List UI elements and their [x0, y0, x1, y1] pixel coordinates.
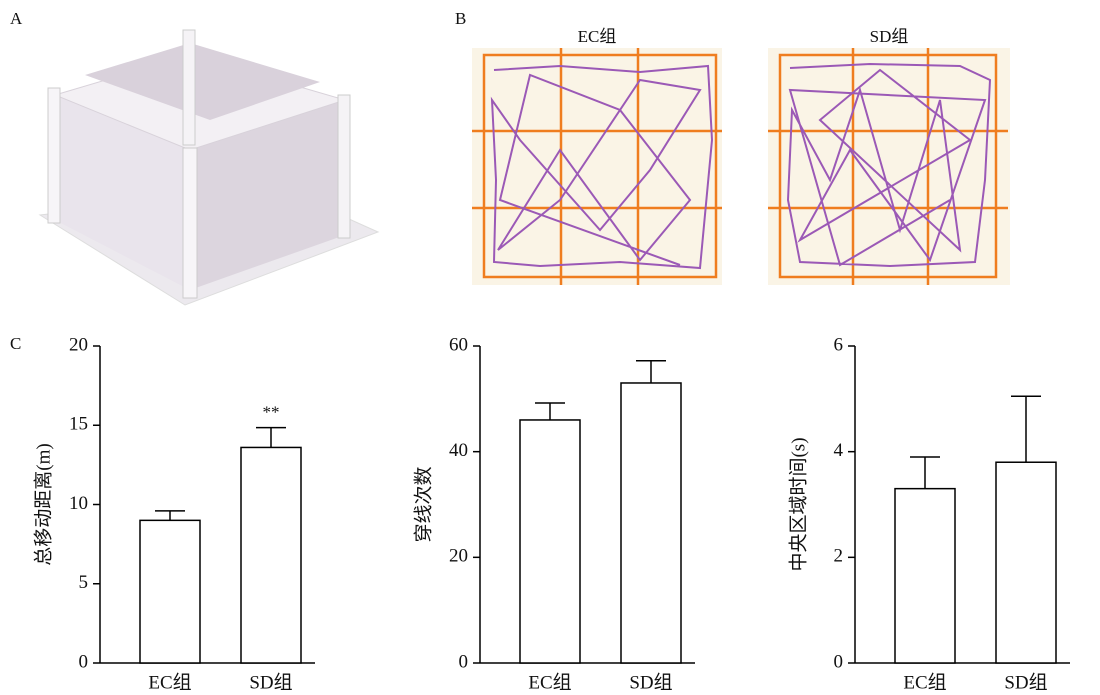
- box-photo: [40, 30, 378, 305]
- x-tick-label: SD组: [1004, 671, 1047, 693]
- y-axis-label: 穿线次数: [412, 466, 434, 542]
- track-title: SD组: [870, 27, 909, 46]
- x-tick-label: EC组: [528, 671, 571, 693]
- y-axis-label: 中央区域时间(s): [787, 437, 809, 571]
- y-tick-label: 0: [79, 651, 89, 672]
- bar: [241, 447, 301, 663]
- y-tick-label: 60: [449, 334, 468, 355]
- x-tick-label: SD组: [629, 671, 672, 693]
- y-tick-label: 0: [834, 651, 844, 672]
- panel-label: A: [10, 9, 23, 28]
- y-tick-label: 6: [834, 334, 844, 355]
- y-tick-label: 20: [449, 546, 468, 567]
- bar: [895, 489, 955, 663]
- y-tick-label: 40: [449, 440, 468, 461]
- y-tick-label: 10: [69, 493, 88, 514]
- y-tick-label: 15: [69, 414, 88, 435]
- x-tick-label: SD组: [249, 671, 292, 693]
- bar: [621, 383, 681, 663]
- track-plot: [472, 48, 722, 285]
- track-title: EC组: [578, 27, 617, 46]
- bar: [520, 420, 580, 663]
- y-tick-label: 20: [69, 334, 88, 355]
- y-tick-label: 0: [459, 651, 469, 672]
- y-tick-label: 5: [79, 572, 89, 593]
- x-tick-label: EC组: [903, 671, 946, 693]
- y-tick-label: 4: [834, 440, 844, 461]
- y-axis-label: 总移动距离(m): [32, 443, 54, 565]
- panel-label: B: [455, 9, 466, 28]
- track-plot: [768, 48, 1010, 285]
- significance-label: **: [263, 403, 280, 422]
- bar: [140, 520, 200, 663]
- panel-label: C: [10, 334, 21, 353]
- x-tick-label: EC组: [148, 671, 191, 693]
- figure: A B C EC组 SD组 总移动距离(m)05101520EC组SD组**穿线…: [0, 0, 1100, 695]
- bar: [996, 462, 1056, 663]
- y-tick-label: 2: [834, 546, 844, 567]
